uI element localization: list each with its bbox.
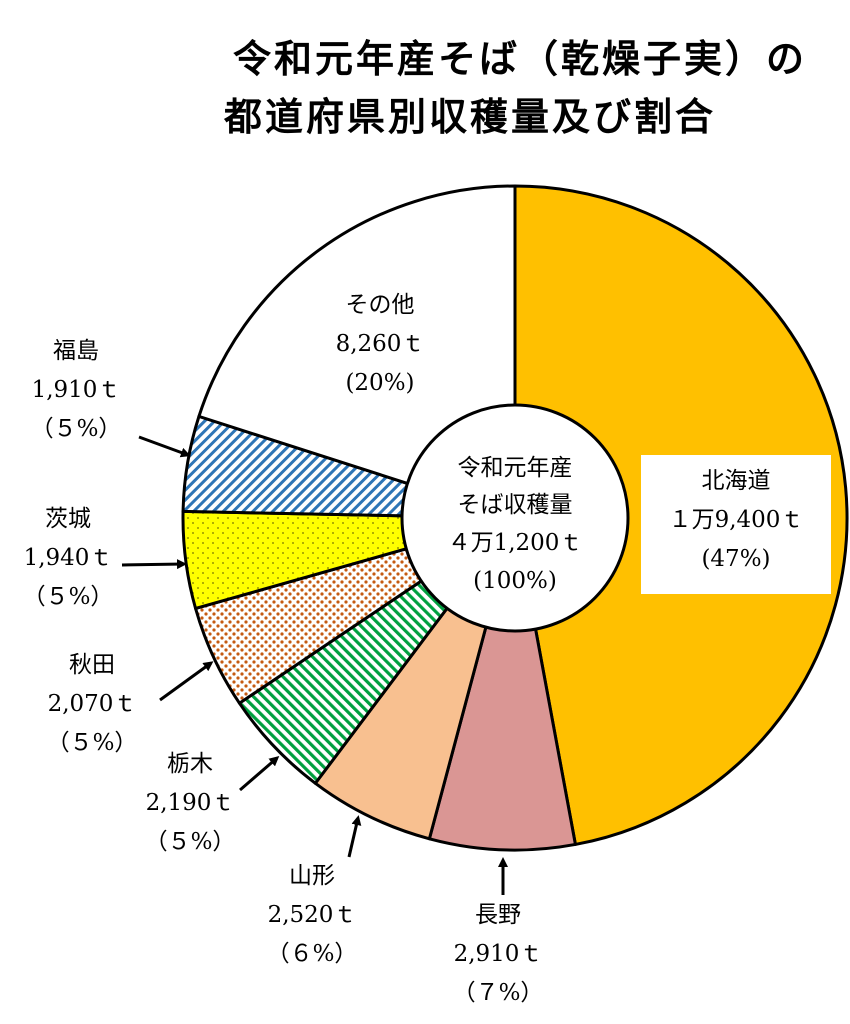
slice-label-nagano-value: 2,910ｔ <box>454 941 543 967</box>
leader-arrow-fukushima <box>138 435 191 458</box>
slice-label-nagano-name: 長野 <box>475 902 521 928</box>
slice-label-fukushima-name: 福島 <box>53 338 99 364</box>
leader-arrow-yamagata <box>347 815 362 858</box>
leader-arrows <box>121 435 508 895</box>
slice-label-yamagata-name: 山形 <box>289 863 335 889</box>
slice-label-other-name: その他 <box>346 292 415 318</box>
pie-slice-nagano <box>427 516 577 852</box>
slice-label-fukushima-value: 1,910ｔ <box>32 377 121 403</box>
slice-label-akita-name: 秋田 <box>69 652 115 678</box>
slice-label-other-value: 8,260ｔ <box>336 331 425 357</box>
slice-label-tochigi-name: 栃木 <box>167 751 213 777</box>
slice-label-akita-pct: （５%） <box>47 730 138 756</box>
slice-label-nagano-pct: （７%） <box>453 980 544 1006</box>
center-label-pct: (100%) <box>473 568 557 594</box>
chart-title-line-1: 令和元年産そば（乾燥子実）の <box>233 37 807 81</box>
slice-label-tochigi-value: 2,190ｔ <box>146 790 235 816</box>
hokkaido-label-box <box>641 455 831 594</box>
leader-arrow-akita <box>159 661 214 702</box>
center-label-total: ４万1,200ｔ <box>448 530 583 556</box>
slice-label-hokkaido-name: 北海道 <box>702 468 771 494</box>
slice-label-other-pct: (20%) <box>345 370 414 396</box>
slice-label-yamagata-value: 2,520ｔ <box>268 902 357 928</box>
center-label-line-2: そば収穫量 <box>458 492 573 518</box>
slice-label-ibaraki-pct: （５%） <box>23 584 114 610</box>
slice-label-fukushima-pct: （５%） <box>31 416 122 442</box>
slice-label-tochigi-pct: （５%） <box>145 829 236 855</box>
slice-label-ibaraki-name: 茨城 <box>45 506 91 532</box>
slice-labels: 令和元年産 そば収穫量 ４万1,200ｔ (100%) 北海道 １万9,400ｔ… <box>23 292 804 1006</box>
pie-slice-other <box>197 184 517 520</box>
slice-label-hokkaido-pct: (47%) <box>701 546 770 572</box>
slice-label-akita-value: 2,070ｔ <box>48 691 137 717</box>
slice-label-hokkaido-value: １万9,400ｔ <box>669 507 804 533</box>
center-hole <box>400 403 630 633</box>
leader-arrow-tochigi <box>239 756 280 792</box>
leader-arrow-ibaraki <box>121 559 187 570</box>
chart-title-line-2: 都道府県別収穫量及び割合 <box>223 95 716 139</box>
slice-label-ibaraki-value: 1,940ｔ <box>24 545 113 571</box>
slice-label-yamagata-pct: （６%） <box>267 941 358 967</box>
center-label-line-1: 令和元年産 <box>458 455 573 481</box>
